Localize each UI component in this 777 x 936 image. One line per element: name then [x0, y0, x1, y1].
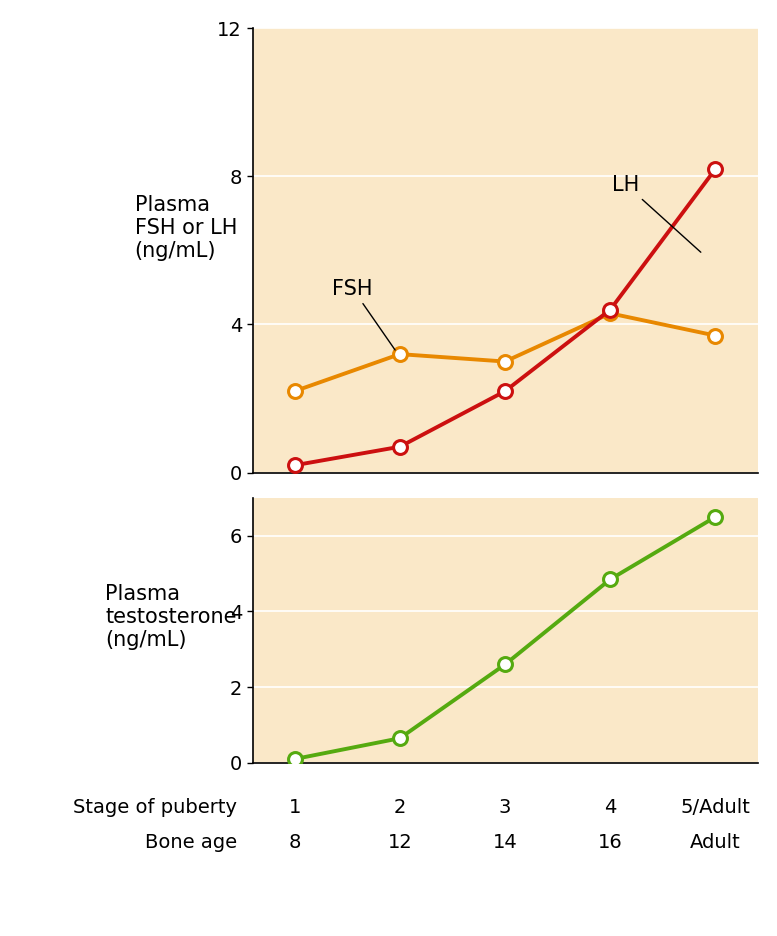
- Text: 5/Adult: 5/Adult: [681, 798, 751, 817]
- Text: FSH: FSH: [333, 279, 395, 350]
- Text: 3: 3: [499, 798, 511, 817]
- Text: 4: 4: [604, 798, 616, 817]
- Text: 1: 1: [288, 798, 301, 817]
- Text: 2: 2: [394, 798, 406, 817]
- Text: 16: 16: [598, 833, 622, 852]
- Text: 14: 14: [493, 833, 517, 852]
- Text: 8: 8: [288, 833, 301, 852]
- Text: Plasma
testosterone
(ng/mL): Plasma testosterone (ng/mL): [106, 584, 237, 651]
- Text: Plasma
FSH or LH
(ng/mL): Plasma FSH or LH (ng/mL): [134, 195, 237, 261]
- Text: Bone age: Bone age: [145, 833, 237, 852]
- Text: LH: LH: [612, 175, 701, 252]
- Text: Adult: Adult: [690, 833, 740, 852]
- Text: Stage of puberty: Stage of puberty: [73, 798, 237, 817]
- Text: 12: 12: [388, 833, 413, 852]
